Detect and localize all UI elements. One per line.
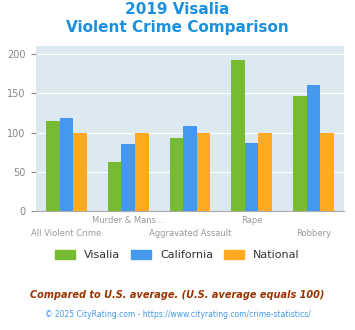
Text: 2019 Visalia: 2019 Visalia — [125, 2, 230, 16]
Text: Violent Crime Comparison: Violent Crime Comparison — [66, 20, 289, 35]
Bar — [307, 85, 320, 211]
Bar — [197, 133, 210, 211]
Bar — [183, 126, 197, 211]
Bar — [46, 121, 60, 211]
Text: © 2025 CityRating.com - https://www.cityrating.com/crime-statistics/: © 2025 CityRating.com - https://www.city… — [45, 310, 310, 319]
Text: Murder & Mans...: Murder & Mans... — [92, 216, 164, 225]
Bar — [73, 133, 87, 211]
Bar — [293, 96, 307, 211]
Bar — [320, 133, 334, 211]
Text: Compared to U.S. average. (U.S. average equals 100): Compared to U.S. average. (U.S. average … — [30, 290, 325, 300]
Bar — [258, 133, 272, 211]
Bar — [121, 144, 135, 211]
Text: Robbery: Robbery — [296, 229, 331, 238]
Text: Rape: Rape — [241, 216, 262, 225]
Text: All Violent Crime: All Violent Crime — [31, 229, 102, 238]
Text: Aggravated Assault: Aggravated Assault — [149, 229, 231, 238]
Legend: Visalia, California, National: Visalia, California, National — [55, 250, 300, 260]
Bar — [231, 59, 245, 211]
Bar — [108, 162, 121, 211]
Bar — [170, 138, 183, 211]
Bar — [245, 143, 258, 211]
Bar — [135, 133, 148, 211]
Bar — [60, 118, 73, 211]
